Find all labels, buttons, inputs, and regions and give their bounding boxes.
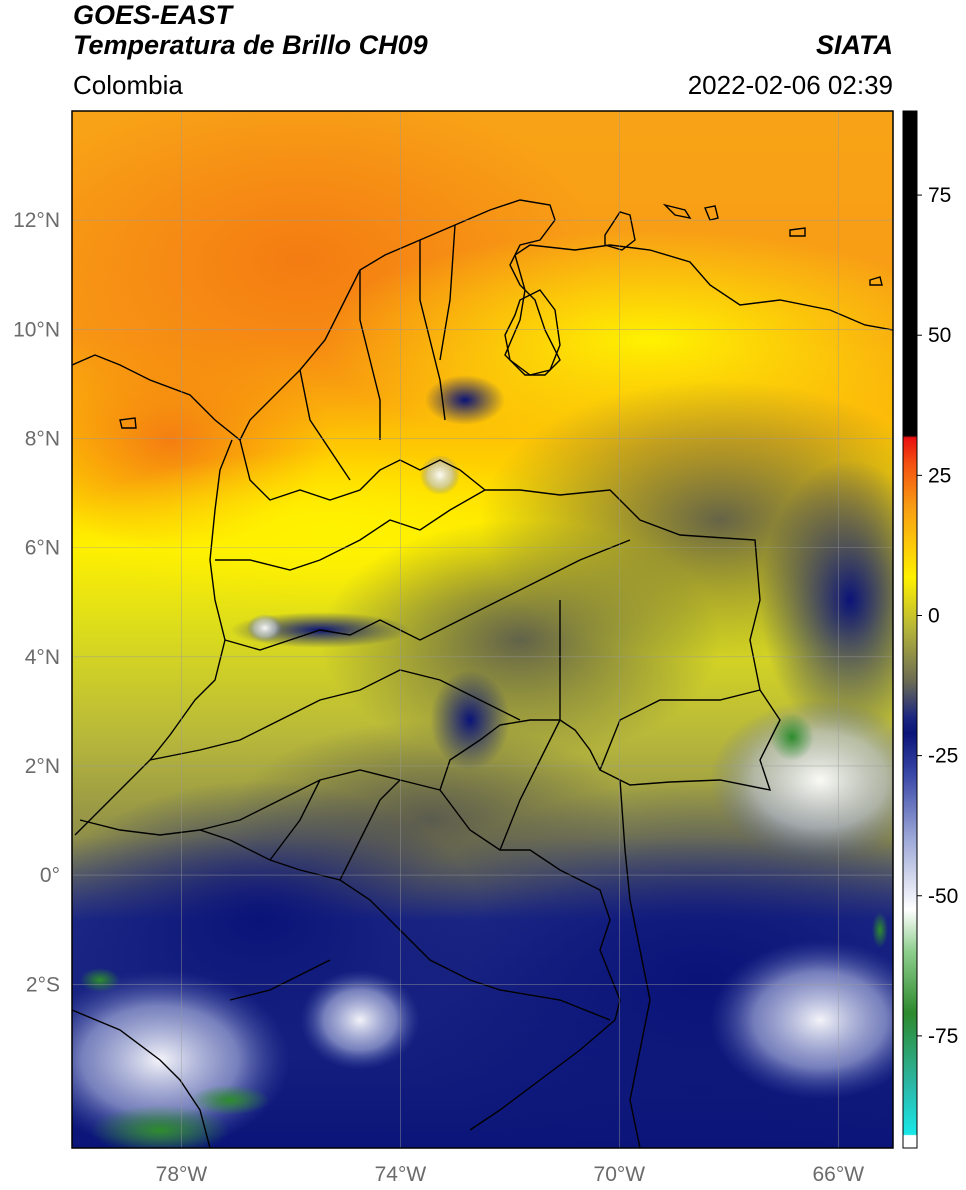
colorbar-tick-label: 75 [928,184,951,207]
region-label: Colombia [73,70,183,100]
latitude-tick-label: 2°S [26,973,60,996]
colombia-border-east [439,489,781,1131]
map-frame [71,110,894,1149]
coastline-pacific [74,439,233,836]
colorbar-tick-label: -25 [928,745,958,768]
colorbar-tick-label: -75 [928,1025,958,1048]
latitude-tick-label: 2°N [25,755,60,778]
timestamp-label: 2022-02-06 02:39 [687,70,893,100]
islands [119,203,883,429]
graticule [72,111,893,1148]
latitude-tick-label: 12°N [13,209,60,232]
latitude-tick-label: 8°N [25,427,60,450]
colorbar-tick-label: 25 [928,464,951,487]
longitude-tick-label: 74°W [375,1163,427,1186]
department-lines-6 [559,600,761,771]
latitude-tick-label: 4°N [25,646,60,669]
department-lines-4 [149,669,521,761]
colorbar: 75 50 25 0 -25 -50 -75 [902,110,958,1149]
longitude-labels: 78°W 74°W 70°W 66°W [156,1163,865,1186]
latitude-tick-label: 10°N [13,318,60,341]
colorbar-tick-label: 50 [928,324,951,347]
department-lines-1 [239,439,486,501]
latitude-tick-label: 0° [40,864,60,887]
colorbar-tick-label: 0 [928,604,940,627]
latitude-labels: 12°N 10°N 8°N 6°N 4°N 2°N 0° 2°S [13,209,60,996]
ecuador-peru-border [72,959,331,1148]
product-title: Temperatura de Brillo CH09 [73,30,428,60]
coastline-caribbean [72,199,893,442]
colorbar-ticks: 75 50 25 0 -25 -50 -75 [917,184,958,1048]
boundaries-layer [72,199,893,1148]
department-lines-7 [299,224,456,481]
satellite-title: GOES-EAST [73,0,233,30]
longitude-tick-label: 78°W [156,1163,208,1186]
colorbar-tick-label: -50 [928,885,958,908]
organization-label: SIATA [816,30,893,60]
colorbar-ramp [902,110,918,1149]
brightness-temperature-field [72,111,893,1148]
lake-maracaibo [504,289,561,376]
department-lines-3 [224,539,631,651]
latitude-tick-label: 6°N [25,537,60,560]
brazil-border [619,779,651,1148]
longitude-tick-label: 70°W [594,1163,646,1186]
department-lines-2 [215,489,486,571]
longitude-tick-label: 66°W [812,1163,864,1186]
department-lines-8 [269,719,561,881]
